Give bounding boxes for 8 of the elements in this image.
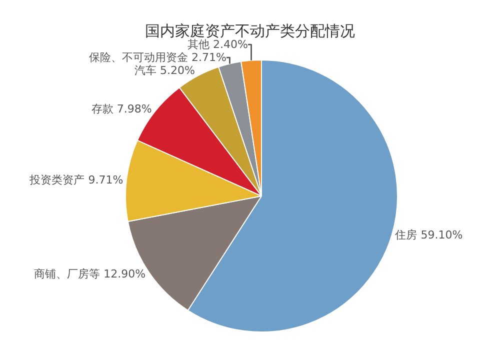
slice-label: 其他 2.40% bbox=[188, 38, 248, 52]
slice-label: 投资类资产 9.71% bbox=[28, 174, 124, 187]
slice-label: 保险、不可动用资金 2.71% bbox=[89, 51, 226, 64]
chart-title: 国内家庭资产不动产类分配情况 bbox=[145, 22, 355, 40]
slice-label: 汽车 5.20% bbox=[134, 64, 195, 78]
slice-label: 商铺、厂房等 12.90% bbox=[34, 268, 146, 281]
slice-label: 住房 59.10% bbox=[395, 228, 463, 242]
slice-label: 存款 7.98% bbox=[91, 102, 152, 116]
